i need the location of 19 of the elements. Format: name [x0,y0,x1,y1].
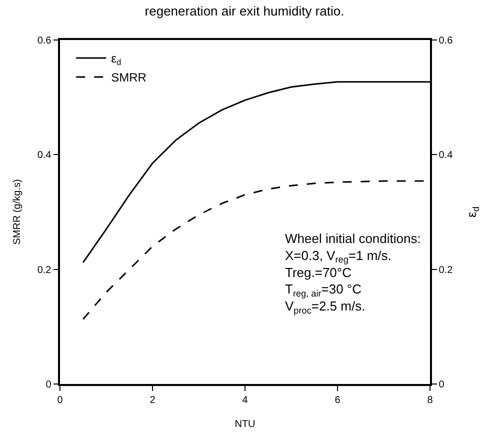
y2-tick-label: 0 [438,380,445,390]
y2-tick-label: 0.4 [438,150,454,162]
y2-tick-label: 0.6 [438,36,454,46]
y-tick-label: 0.4 [37,150,52,162]
y2-tick-label: 0.2 [438,264,454,276]
text: Wheel initial conditions: X=0.3, V$_{reg}$=1 m/s. Treg.=70°C T$_{reg, air}$=30 °C V$_{proc}$=2.5 m/s. [285,231,421,316]
y-tick-label: 0.2 [37,264,52,276]
y-axis-title: SMRR (g/kg.s) [12,179,23,245]
x-tick-label: 2 [150,394,156,406]
chart-title: regeneration air exit humidity ratio. [144,4,344,19]
legend-label: SMRR [111,70,147,85]
x-tick-label: 4 [242,394,248,406]
x-tick-label: 6 [334,394,341,406]
x-tick-label: 0 [57,394,64,406]
x-tick-label: 8 [427,394,434,406]
y-tick-label: 0 [46,380,52,390]
legend-label: ε$_{d}$ [111,52,122,68]
y-tick-label: 0.6 [37,36,52,46]
x-axis-title: NTU [234,418,256,430]
